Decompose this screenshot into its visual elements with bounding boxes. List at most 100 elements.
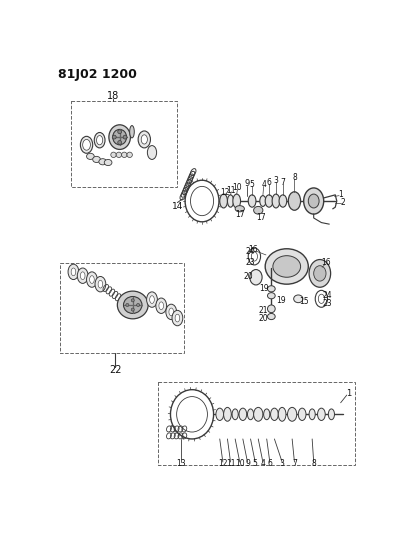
- Ellipse shape: [113, 130, 127, 145]
- Ellipse shape: [267, 313, 275, 320]
- Text: 15: 15: [300, 297, 309, 305]
- Text: 7: 7: [280, 178, 285, 187]
- Ellipse shape: [147, 146, 157, 159]
- Ellipse shape: [260, 196, 266, 206]
- Circle shape: [137, 303, 140, 306]
- Ellipse shape: [232, 409, 238, 419]
- Ellipse shape: [90, 276, 94, 284]
- Text: 9: 9: [245, 179, 250, 188]
- Text: 8: 8: [292, 173, 297, 182]
- Bar: [158, 382, 354, 465]
- Text: 10: 10: [233, 183, 242, 192]
- Text: 16: 16: [248, 245, 258, 254]
- Ellipse shape: [247, 409, 254, 419]
- Text: 20: 20: [243, 272, 253, 281]
- Ellipse shape: [147, 292, 158, 308]
- Ellipse shape: [141, 135, 147, 144]
- Ellipse shape: [254, 206, 263, 214]
- Ellipse shape: [94, 133, 105, 148]
- Ellipse shape: [220, 194, 228, 208]
- Text: 5: 5: [253, 459, 258, 468]
- Ellipse shape: [83, 140, 90, 150]
- Text: 6: 6: [267, 459, 272, 468]
- Ellipse shape: [80, 272, 85, 280]
- Text: 11: 11: [226, 459, 235, 468]
- Ellipse shape: [216, 408, 223, 421]
- Text: 14: 14: [172, 202, 183, 211]
- Ellipse shape: [250, 270, 262, 285]
- Circle shape: [122, 152, 127, 158]
- Ellipse shape: [159, 302, 164, 310]
- Ellipse shape: [95, 277, 106, 292]
- Ellipse shape: [294, 295, 303, 303]
- Ellipse shape: [287, 407, 297, 421]
- Ellipse shape: [228, 195, 234, 207]
- Ellipse shape: [104, 159, 112, 166]
- Ellipse shape: [80, 136, 93, 154]
- Text: 24: 24: [246, 247, 255, 256]
- Text: 3: 3: [274, 176, 278, 185]
- Ellipse shape: [77, 268, 88, 284]
- Ellipse shape: [223, 407, 231, 421]
- Text: 7: 7: [292, 459, 297, 468]
- Circle shape: [123, 135, 127, 139]
- Text: 18: 18: [107, 91, 120, 101]
- Ellipse shape: [267, 293, 275, 299]
- Text: 19: 19: [259, 284, 269, 293]
- Circle shape: [116, 152, 122, 158]
- Ellipse shape: [239, 408, 247, 421]
- Ellipse shape: [87, 154, 94, 159]
- Text: 6: 6: [267, 178, 271, 187]
- Ellipse shape: [99, 159, 107, 165]
- Text: 5: 5: [249, 180, 254, 189]
- Circle shape: [131, 299, 134, 302]
- Text: 23: 23: [246, 258, 255, 267]
- Text: 1: 1: [346, 389, 351, 398]
- Ellipse shape: [273, 256, 301, 277]
- Ellipse shape: [233, 194, 241, 208]
- Ellipse shape: [265, 249, 308, 284]
- Text: 21: 21: [259, 306, 268, 315]
- Ellipse shape: [109, 125, 130, 149]
- Text: 1: 1: [338, 190, 343, 199]
- Text: 12: 12: [221, 188, 230, 197]
- Bar: [71, 101, 177, 187]
- Ellipse shape: [248, 195, 256, 207]
- Ellipse shape: [267, 305, 275, 313]
- Text: 17: 17: [256, 213, 266, 222]
- Text: 23: 23: [323, 299, 333, 308]
- Ellipse shape: [93, 156, 101, 163]
- Ellipse shape: [123, 296, 142, 313]
- Ellipse shape: [169, 308, 173, 316]
- Ellipse shape: [304, 188, 324, 214]
- Ellipse shape: [166, 304, 177, 320]
- Bar: [59, 263, 184, 353]
- Ellipse shape: [138, 131, 151, 148]
- Ellipse shape: [130, 126, 134, 138]
- Ellipse shape: [278, 407, 286, 421]
- Ellipse shape: [87, 272, 97, 287]
- Ellipse shape: [272, 194, 280, 208]
- Ellipse shape: [308, 194, 319, 208]
- Text: 20: 20: [259, 313, 269, 322]
- Circle shape: [127, 152, 132, 158]
- Ellipse shape: [314, 265, 326, 281]
- Ellipse shape: [298, 408, 306, 421]
- Ellipse shape: [264, 409, 270, 419]
- Text: 11: 11: [227, 185, 236, 195]
- Ellipse shape: [317, 408, 325, 421]
- Ellipse shape: [117, 291, 148, 319]
- Text: 3: 3: [280, 459, 284, 468]
- Text: 81J02 1200: 81J02 1200: [58, 68, 137, 81]
- Text: 13: 13: [177, 459, 186, 468]
- Circle shape: [131, 308, 134, 311]
- Text: 2: 2: [341, 198, 345, 207]
- Ellipse shape: [267, 286, 275, 292]
- Ellipse shape: [68, 264, 79, 280]
- Ellipse shape: [279, 195, 287, 207]
- Ellipse shape: [150, 296, 154, 303]
- Text: 12: 12: [218, 459, 228, 468]
- Ellipse shape: [71, 268, 76, 276]
- Text: 4: 4: [260, 459, 265, 468]
- Circle shape: [126, 303, 129, 306]
